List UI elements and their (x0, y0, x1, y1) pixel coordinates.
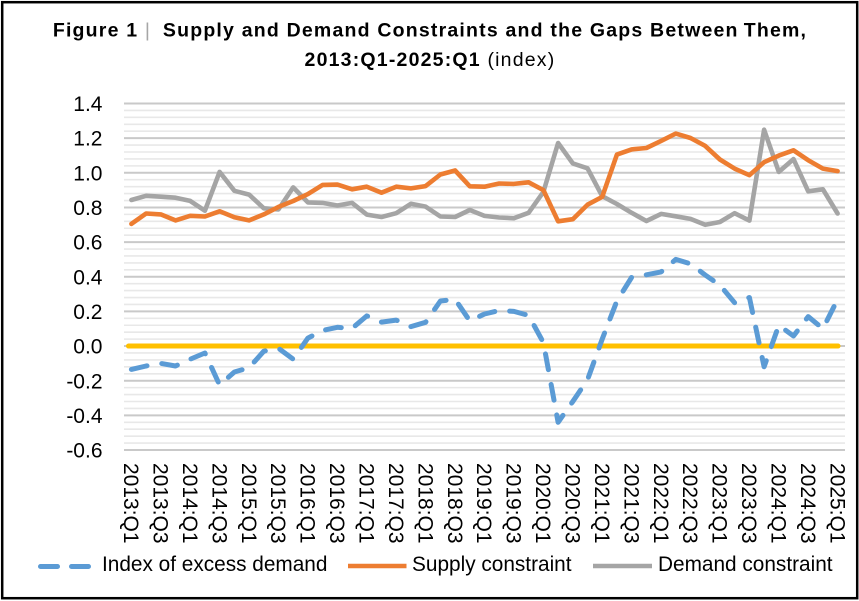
svg-text:2023:Q3: 2023:Q3 (737, 463, 760, 544)
svg-text:2024:Q3: 2024:Q3 (796, 463, 819, 544)
svg-text:1.4: 1.4 (73, 93, 103, 116)
svg-text:2021:Q1: 2021:Q1 (590, 463, 613, 544)
svg-text:-0.4: -0.4 (66, 405, 103, 428)
svg-text:Demand constraint: Demand constraint (658, 553, 833, 576)
svg-text:2014:Q1: 2014:Q1 (178, 463, 201, 544)
svg-text:2013:Q3: 2013:Q3 (149, 463, 172, 544)
svg-text:2017:Q1: 2017:Q1 (355, 463, 378, 544)
svg-text:2013:Q1: 2013:Q1 (119, 463, 142, 544)
svg-text:1.0: 1.0 (73, 162, 102, 185)
svg-text:1.2: 1.2 (73, 128, 102, 151)
svg-text:0.6: 0.6 (73, 232, 102, 255)
svg-text:2020:Q3: 2020:Q3 (561, 463, 584, 544)
svg-text:Index of excess demand: Index of excess demand (102, 553, 327, 576)
svg-text:2022:Q1: 2022:Q1 (649, 463, 672, 544)
svg-text:0.4: 0.4 (73, 266, 103, 289)
svg-text:Figure 1 | Supply and Demand: Figure 1 | Supply and Demand Constraints… (53, 20, 807, 42)
svg-text:2025:Q1: 2025:Q1 (825, 463, 848, 544)
svg-text:2021:Q3: 2021:Q3 (619, 463, 642, 544)
svg-text:0.0: 0.0 (73, 336, 102, 359)
svg-text:-0.6: -0.6 (66, 440, 102, 463)
svg-text:2016:Q1: 2016:Q1 (296, 463, 319, 544)
svg-text:2024:Q1: 2024:Q1 (767, 463, 790, 544)
svg-text:2018:Q1: 2018:Q1 (413, 463, 436, 544)
svg-text:2019:Q3: 2019:Q3 (502, 463, 525, 544)
svg-text:0.8: 0.8 (73, 197, 102, 220)
svg-text:Supply constraint: Supply constraint (412, 553, 572, 576)
svg-text:2022:Q3: 2022:Q3 (678, 463, 701, 544)
svg-text:2013:Q1-2025:Q1 (index): 2013:Q1-2025:Q1 (index) (305, 49, 556, 71)
svg-text:2017:Q3: 2017:Q3 (384, 463, 407, 544)
svg-text:-0.2: -0.2 (66, 370, 102, 393)
svg-text:2015:Q1: 2015:Q1 (237, 463, 260, 544)
svg-text:2019:Q1: 2019:Q1 (472, 463, 495, 544)
svg-text:2023:Q1: 2023:Q1 (708, 463, 731, 544)
svg-text:2014:Q3: 2014:Q3 (207, 463, 230, 544)
svg-text:2016:Q3: 2016:Q3 (325, 463, 348, 544)
svg-text:0.2: 0.2 (73, 301, 102, 324)
svg-text:2018:Q3: 2018:Q3 (443, 463, 466, 544)
svg-text:2020:Q1: 2020:Q1 (531, 463, 554, 544)
svg-text:2015:Q3: 2015:Q3 (266, 463, 289, 544)
